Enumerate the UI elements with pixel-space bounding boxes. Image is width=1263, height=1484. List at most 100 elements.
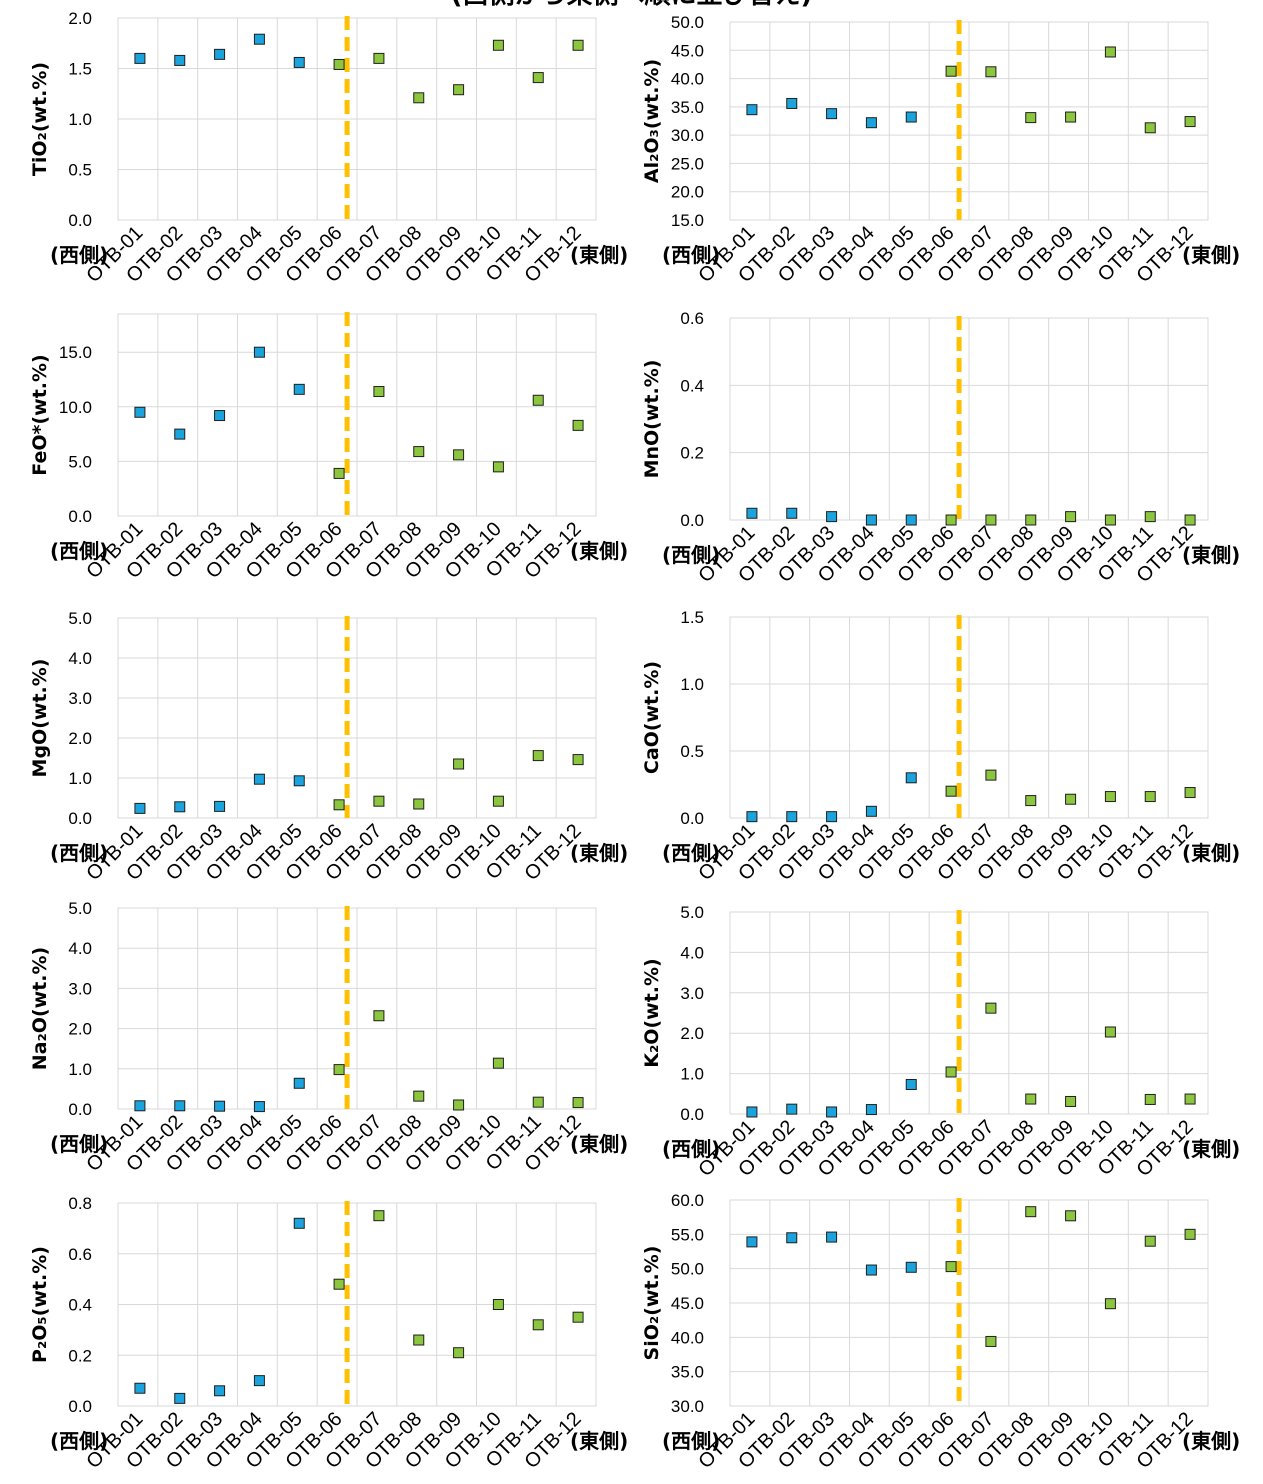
y-axis-label: P₂O₅(wt.%) [29,1246,51,1363]
plot-area [117,1202,597,1407]
plot-area [117,907,597,1110]
data-point [945,514,957,526]
plot-area [117,313,597,517]
data-point [453,1099,465,1111]
data-point [453,84,465,96]
y-tick-label: 5.0 [68,609,92,628]
y-tick-label: 0.4 [68,1296,92,1315]
data-point [1025,1093,1037,1105]
chart-2: 15.0 20.0 25.0 30.0 35.0 40.0 45.0 50.0 Al₂O₃(wt… [641,13,1240,287]
data-point [746,811,758,823]
y-tick-label: 10.0 [59,398,92,417]
data-point [214,1100,226,1112]
y-tick-label: 2.0 [68,9,92,28]
y-axis-label: SiO₂(wt.%) [641,1246,663,1361]
y-tick-label: 45.0 [671,41,704,60]
data-point [826,811,838,823]
data-point [492,1057,504,1069]
data-point [985,1335,997,1347]
y-tick-label: 5.0 [680,903,704,922]
data-point [413,1334,425,1346]
y-axis-label: FeO*(wt.%) [29,354,51,475]
y-axis-label: MgO(wt.%) [29,659,51,778]
y-tick-label: 15.0 [59,343,92,362]
data-point [1065,511,1077,523]
data-point [572,754,584,766]
west-side-label: (西側) [662,1137,720,1161]
y-tick-label: 4.0 [680,943,704,962]
data-point [746,104,758,116]
data-point [1184,1093,1196,1105]
y-tick-label: 2.0 [680,1024,704,1043]
data-point [333,799,345,811]
data-point [826,108,838,120]
east-side-label: (東側) [1182,841,1240,865]
chart-6: 0.00.51.01.5CaO(wt.%)OTB-01OTB-02OTB-03O… [641,608,1240,885]
y-axis-label: Na₂O(wt.%) [29,947,51,1070]
y-tick-label: 20.0 [671,183,704,202]
data-point [214,410,226,422]
data-point [1025,514,1037,526]
data-point [214,800,226,812]
data-point [1184,1228,1196,1240]
y-tick-label: 30.0 [671,126,704,145]
east-side-label: (東側) [1182,1429,1240,1453]
data-point [1104,1298,1116,1310]
data-point [373,795,385,807]
plot-area [729,1199,1209,1407]
chart-1: 0.00.51.01.52.0TiO₂(wt.%)OTB-01OTB-02OTB… [29,9,628,287]
east-side-label: (東側) [570,539,628,563]
y-tick-label: 50.0 [671,1260,704,1279]
page-title: (西側から東側へ順に並び替え) [0,0,1263,11]
y-tick-label: 2.0 [68,729,92,748]
data-point [865,805,877,817]
data-point [945,1261,957,1273]
data-point [333,1278,345,1290]
data-point [985,514,997,526]
y-tick-label: 0.5 [68,161,92,180]
data-point [134,406,146,418]
y-tick-label: 0.0 [680,809,704,828]
y-tick-label: 0.5 [680,742,704,761]
data-point [413,798,425,810]
data-point [293,775,305,787]
y-tick-label: 0.2 [68,1346,92,1365]
data-point [214,1385,226,1397]
data-point [905,1261,917,1273]
y-tick-label: 30.0 [671,1397,704,1416]
y-tick-label: 25.0 [671,154,704,173]
data-point [1104,791,1116,803]
data-point [214,48,226,60]
data-point [453,758,465,770]
data-point [174,801,186,813]
y-tick-label: 1.5 [68,60,92,79]
data-point [746,1106,758,1118]
y-tick-label: 4.0 [68,649,92,668]
plot-area [729,317,1209,521]
data-point [1025,112,1037,124]
data-point [532,1319,544,1331]
y-tick-label: 0.0 [68,1100,92,1119]
y-tick-label: 55.0 [671,1225,704,1244]
data-point [905,1079,917,1091]
data-point [253,1375,265,1387]
data-point [826,1106,838,1118]
east-side-label: (東側) [570,243,628,267]
data-point [253,773,265,785]
y-axis-label: Al₂O₃(wt.%) [641,59,663,183]
y-tick-label: 0.0 [68,809,92,828]
y-tick-label: 0.6 [68,1245,92,1264]
y-tick-label: 15.0 [671,211,704,230]
data-point [453,449,465,461]
data-point [1104,514,1116,526]
data-point [786,507,798,519]
data-point [945,65,957,77]
chart-5: 0.01.02.03.04.05.0MgO(wt.%)OTB-01OTB-02O… [29,609,628,885]
y-tick-label: 1.0 [680,675,704,694]
west-side-label: (西側) [662,243,720,267]
y-axis-label: TiO₂(wt.%) [29,62,51,176]
plot-area [117,17,597,221]
y-tick-label: 1.0 [68,1060,92,1079]
data-point [1025,1206,1037,1218]
west-side-label: (西側) [50,841,108,865]
